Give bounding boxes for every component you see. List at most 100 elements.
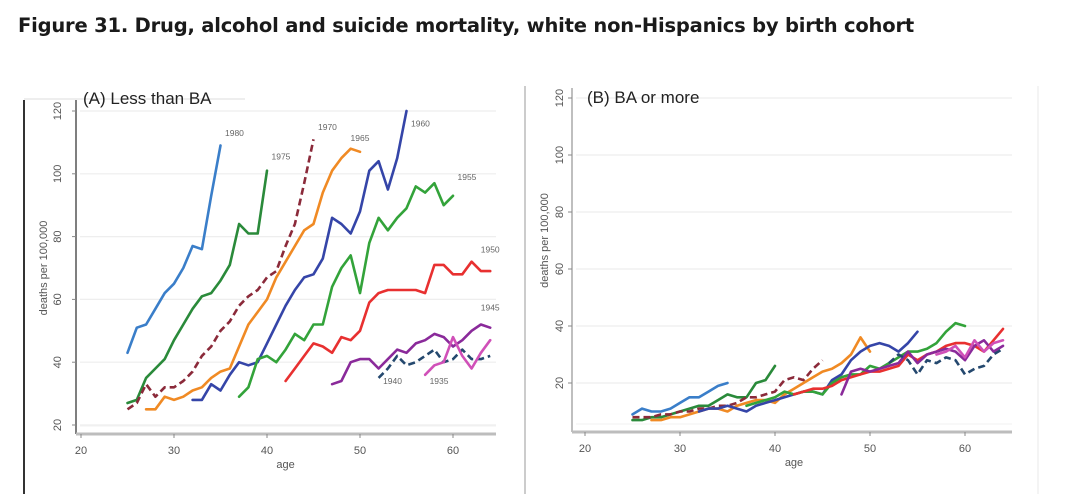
data-point-1950 bbox=[850, 377, 852, 379]
data-point-1965 bbox=[727, 411, 729, 413]
data-point-1945 bbox=[341, 380, 343, 382]
data-point-1965 bbox=[841, 362, 843, 364]
data-point-1940 bbox=[424, 355, 426, 357]
data-point-1940 bbox=[489, 355, 491, 357]
y-tick-label: 80 bbox=[52, 230, 64, 242]
data-point-1980 bbox=[173, 283, 175, 285]
data-point-1975 bbox=[210, 292, 212, 294]
data-point-1955 bbox=[406, 208, 408, 210]
data-point-1965 bbox=[276, 277, 278, 279]
data-point-1980 bbox=[651, 411, 653, 413]
data-point-1960 bbox=[396, 157, 398, 159]
data-point-1955 bbox=[746, 405, 748, 407]
data-point-1965 bbox=[201, 387, 203, 389]
data-point-1960 bbox=[869, 345, 871, 347]
series-line-1980 bbox=[631, 381, 729, 416]
data-point-1975 bbox=[238, 223, 240, 225]
data-point-1955 bbox=[831, 382, 833, 384]
data-point-1935 bbox=[955, 345, 957, 347]
data-point-1980 bbox=[698, 396, 700, 398]
data-point-1975 bbox=[641, 419, 643, 421]
data-point-1955 bbox=[350, 255, 352, 257]
data-point-1975 bbox=[765, 379, 767, 381]
y-tick-label: 120 bbox=[52, 102, 64, 120]
cohort-label-1955: 1955 bbox=[457, 172, 476, 182]
data-point-1975 bbox=[660, 416, 662, 418]
data-point-1935 bbox=[471, 368, 473, 370]
data-point-1940 bbox=[888, 362, 890, 364]
data-point-1950 bbox=[888, 368, 890, 370]
data-point-1940 bbox=[387, 368, 389, 370]
data-point-1950 bbox=[489, 270, 491, 272]
data-point-1965 bbox=[670, 416, 672, 418]
data-point-1975 bbox=[257, 233, 259, 235]
data-point-1945 bbox=[489, 327, 491, 329]
data-point-1980 bbox=[145, 324, 147, 326]
y-tick-label: 100 bbox=[554, 146, 566, 164]
data-point-1960 bbox=[717, 408, 719, 410]
data-point-1950 bbox=[322, 346, 324, 348]
data-point-1955 bbox=[378, 217, 380, 219]
data-point-1960 bbox=[917, 331, 919, 333]
data-point-1970 bbox=[641, 416, 643, 418]
data-point-1945 bbox=[462, 339, 464, 341]
data-point-1945 bbox=[955, 351, 957, 353]
data-point-1970 bbox=[192, 371, 194, 373]
data-point-1940 bbox=[955, 359, 957, 361]
cohort-label-1965: 1965 bbox=[351, 133, 370, 143]
data-point-1955 bbox=[452, 195, 454, 197]
data-point-1945 bbox=[907, 351, 909, 353]
data-point-1950 bbox=[369, 302, 371, 304]
data-point-1950 bbox=[831, 385, 833, 387]
data-point-1950 bbox=[396, 289, 398, 291]
data-point-1945 bbox=[378, 368, 380, 370]
data-point-1970 bbox=[220, 330, 222, 332]
data-point-1955 bbox=[387, 230, 389, 232]
data-point-1955 bbox=[266, 355, 268, 357]
data-point-1970 bbox=[201, 355, 203, 357]
data-point-1960 bbox=[879, 342, 881, 344]
data-point-1980 bbox=[210, 195, 212, 197]
panel-title: (B) BA or more bbox=[587, 88, 699, 107]
data-point-1960 bbox=[303, 277, 305, 279]
data-point-1965 bbox=[803, 382, 805, 384]
data-point-1970 bbox=[822, 359, 824, 361]
data-point-1950 bbox=[803, 391, 805, 393]
data-point-1950 bbox=[359, 330, 361, 332]
data-point-1950 bbox=[471, 261, 473, 263]
data-point-1965 bbox=[192, 390, 194, 392]
data-point-1935 bbox=[452, 336, 454, 338]
data-point-1935 bbox=[434, 365, 436, 367]
data-point-1970 bbox=[793, 377, 795, 379]
cohort-label-1950: 1950 bbox=[481, 244, 500, 254]
y-tick-label: 40 bbox=[52, 356, 64, 368]
series-line-1935 bbox=[935, 338, 1005, 359]
data-point-1960 bbox=[774, 399, 776, 401]
data-point-1965 bbox=[220, 371, 222, 373]
data-point-1965 bbox=[689, 414, 691, 416]
data-point-1950 bbox=[879, 371, 881, 373]
data-point-1950 bbox=[424, 292, 426, 294]
data-point-1950 bbox=[945, 345, 947, 347]
data-point-1940 bbox=[898, 354, 900, 356]
data-point-1950 bbox=[822, 388, 824, 390]
cohort-label-1940: 1940 bbox=[383, 376, 402, 386]
data-point-1975 bbox=[717, 399, 719, 401]
data-point-1970 bbox=[689, 411, 691, 413]
data-point-1980 bbox=[660, 411, 662, 413]
data-point-1960 bbox=[369, 170, 371, 172]
data-point-1945 bbox=[443, 336, 445, 338]
series-line-1940 bbox=[377, 348, 491, 379]
data-point-1975 bbox=[248, 233, 250, 235]
data-point-1955 bbox=[898, 357, 900, 359]
data-point-1965 bbox=[660, 419, 662, 421]
data-point-1960 bbox=[266, 343, 268, 345]
data-point-1935 bbox=[974, 339, 976, 341]
x-tick-label: 20 bbox=[75, 445, 87, 457]
y-axis-title: deaths per 100,000 bbox=[38, 221, 50, 316]
y-axis-title: deaths per 100,000 bbox=[539, 193, 551, 288]
data-point-1955 bbox=[424, 192, 426, 194]
data-point-1955 bbox=[248, 387, 250, 389]
y-tick-label: 20 bbox=[52, 419, 64, 431]
